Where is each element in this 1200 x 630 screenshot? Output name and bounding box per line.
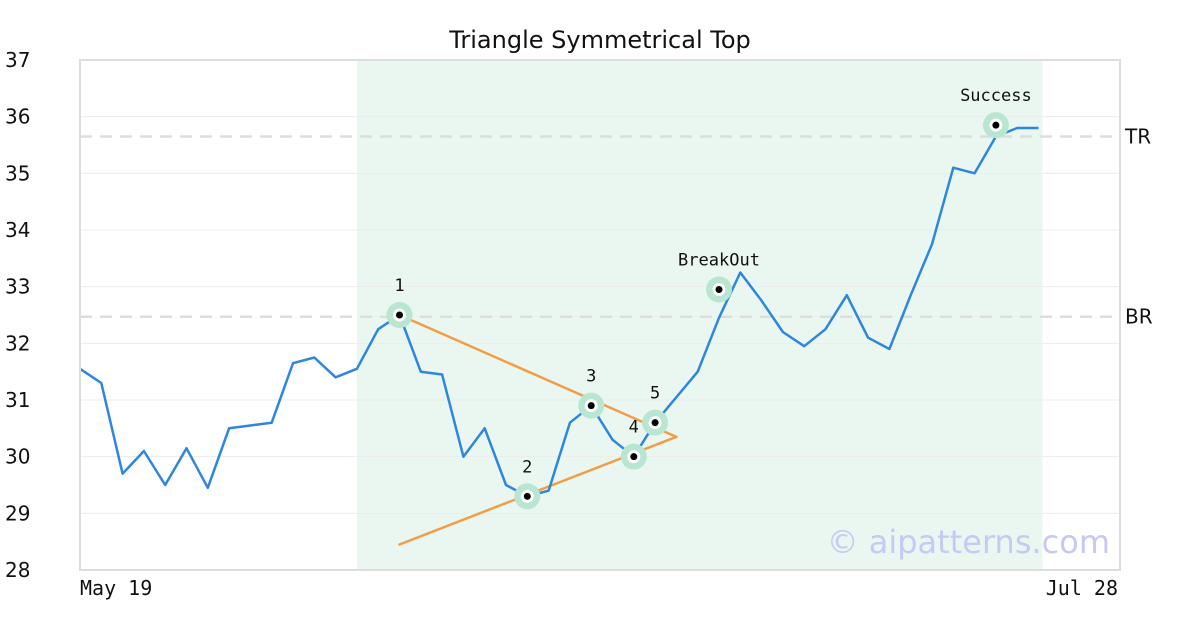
chart-title: Triangle Symmetrical Top <box>448 26 751 54</box>
highlight-region-group <box>356 60 1043 570</box>
point-marker <box>396 311 403 319</box>
y-tick-label: 31 <box>5 388 30 412</box>
y-tick-label: 29 <box>5 501 30 525</box>
points-group: 1 2 3 45 BreakOut Success <box>386 86 1032 510</box>
y-tick-label: 33 <box>5 275 30 299</box>
point-label: 4 <box>629 418 639 438</box>
y-tick-label: 28 <box>5 558 30 582</box>
point-marker <box>630 453 638 461</box>
series-group <box>79 126 1039 498</box>
point-marker <box>587 402 595 410</box>
point-marker <box>715 286 723 293</box>
x-tick-label: May 19 <box>80 576 152 600</box>
plot-frame <box>79 59 1121 571</box>
y-tick-label: 37 <box>5 48 30 72</box>
y-tick-label: 30 <box>5 445 30 469</box>
y-tick-label: 36 <box>5 105 30 129</box>
point-marker <box>523 492 531 500</box>
point-label: 2 <box>522 457 532 477</box>
point-label: Success <box>960 86 1032 106</box>
trendline <box>398 313 678 439</box>
reference-line-label: BR <box>1125 305 1153 329</box>
watermark: © aipatterns.com <box>827 523 1110 561</box>
y-tick-label: 32 <box>5 331 30 355</box>
y-tick-label: 34 <box>5 218 30 242</box>
point-label: 3 <box>586 367 596 387</box>
x-axis-ticks: May 19 Jul 28 <box>80 576 1118 600</box>
y-axis-ticks: 28 29 30 31 32 33 34 35 36 37 <box>5 48 30 582</box>
reference-line-label: TR <box>1124 125 1151 149</box>
highlight-region <box>356 60 1043 570</box>
point-marker <box>651 419 659 427</box>
x-tick-label: Jul 28 <box>1046 576 1118 600</box>
point-label: 5 <box>650 384 660 404</box>
point-label: 1 <box>394 276 404 296</box>
price-series-line <box>79 126 1039 498</box>
point-label: BreakOut <box>678 251 760 271</box>
reference-lines-group: TR BR <box>80 125 1153 329</box>
point-marker <box>992 121 1000 129</box>
y-tick-label: 35 <box>5 161 30 185</box>
